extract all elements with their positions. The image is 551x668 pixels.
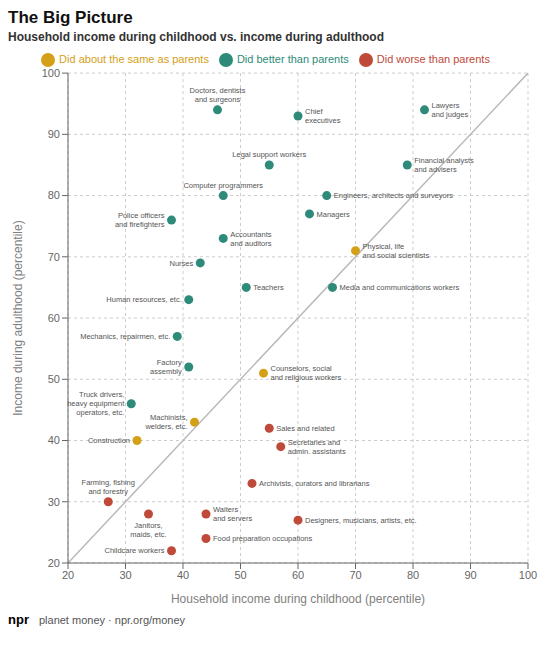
svg-text:60: 60 bbox=[292, 569, 304, 581]
svg-text:20: 20 bbox=[62, 569, 74, 581]
svg-text:70: 70 bbox=[48, 251, 60, 263]
svg-text:70: 70 bbox=[349, 569, 361, 581]
svg-text:100: 100 bbox=[519, 569, 537, 581]
svg-text:Truck drivers,heavy equipmento: Truck drivers,heavy equipmentoperators, … bbox=[67, 390, 125, 417]
svg-text:Sales and related: Sales and related bbox=[276, 424, 334, 433]
svg-text:Managers: Managers bbox=[317, 210, 351, 219]
svg-text:Human resources, etc.: Human resources, etc. bbox=[106, 295, 181, 304]
svg-text:Teachers: Teachers bbox=[253, 283, 284, 292]
svg-text:Income during adulthood (perce: Income during adulthood (percentile) bbox=[11, 220, 25, 415]
svg-text:90: 90 bbox=[464, 569, 476, 581]
html-text:Household income during childh: Household income during childhood vs. in… bbox=[8, 30, 384, 44]
html-text:The Big Picture: The Big Picture bbox=[8, 8, 133, 27]
svg-text:Engineers, architects and surv: Engineers, architects and surveyors bbox=[334, 191, 453, 200]
svg-text:30: 30 bbox=[48, 496, 60, 508]
html-text:npr: npr bbox=[8, 612, 29, 627]
svg-text:50: 50 bbox=[48, 373, 60, 385]
svg-text:Factoryassembly: Factoryassembly bbox=[150, 358, 182, 376]
svg-text:Nurses: Nurses bbox=[169, 259, 193, 268]
svg-text:Designers, musicians, artists,: Designers, musicians, artists, etc. bbox=[305, 516, 417, 525]
svg-text:30: 30 bbox=[119, 569, 131, 581]
svg-text:Accountantsand auditors: Accountantsand auditors bbox=[230, 230, 272, 248]
svg-text:Construction: Construction bbox=[88, 436, 130, 445]
svg-text:Chiefexecutives: Chiefexecutives bbox=[305, 107, 341, 125]
svg-text:Computer programmers: Computer programmers bbox=[183, 181, 263, 190]
svg-text:Financial analystsand advisers: Financial analystsand advisers bbox=[414, 156, 474, 174]
svg-text:Childcare workers: Childcare workers bbox=[104, 546, 164, 555]
svg-text:50: 50 bbox=[234, 569, 246, 581]
svg-text:Food preparation occupations: Food preparation occupations bbox=[213, 534, 312, 543]
svg-text:Waitersand servers: Waitersand servers bbox=[213, 505, 252, 523]
svg-text:Janitors,maids, etc.: Janitors,maids, etc. bbox=[130, 521, 166, 539]
svg-text:40: 40 bbox=[177, 569, 189, 581]
svg-text:Machinists,welders, etc.: Machinists,welders, etc. bbox=[144, 413, 187, 431]
svg-text:Archivists, curators and libra: Archivists, curators and librarians bbox=[259, 479, 370, 488]
svg-text:Physical, lifeand social scien: Physical, lifeand social scientists bbox=[363, 242, 430, 260]
html-text:Did better than parents: Did better than parents bbox=[236, 53, 349, 65]
html-text:planet money · npr.org/money: planet money · npr.org/money bbox=[39, 614, 186, 626]
svg-text:Farming, fishingand forestry: Farming, fishingand forestry bbox=[82, 478, 135, 496]
svg-text:80: 80 bbox=[407, 569, 419, 581]
svg-text:Media and communications worke: Media and communications workers bbox=[340, 283, 460, 292]
svg-text:Mechanics, repairmen, etc.: Mechanics, repairmen, etc. bbox=[80, 332, 170, 341]
svg-text:60: 60 bbox=[48, 312, 60, 324]
html-text:Did worse than parents: Did worse than parents bbox=[376, 53, 490, 65]
svg-text:Police officersand firefighter: Police officersand firefighters bbox=[115, 211, 165, 229]
svg-text:80: 80 bbox=[48, 189, 60, 201]
svg-text:Household income during childh: Household income during childhood (perce… bbox=[171, 592, 425, 606]
svg-text:Legal support workers: Legal support workers bbox=[232, 150, 306, 159]
svg-text:40: 40 bbox=[48, 434, 60, 446]
svg-text:100: 100 bbox=[42, 67, 60, 79]
svg-text:90: 90 bbox=[48, 128, 60, 140]
svg-text:Lawyersand judges: Lawyersand judges bbox=[432, 101, 469, 119]
svg-text:Doctors, dentistsand surgeons: Doctors, dentistsand surgeons bbox=[190, 86, 246, 104]
svg-text:Counselors, socialand religiou: Counselors, socialand religious workers bbox=[271, 364, 342, 382]
svg-text:Secretaries andadmin. assistan: Secretaries andadmin. assistants bbox=[288, 438, 346, 456]
html-text:Did about the same as parents: Did about the same as parents bbox=[59, 53, 209, 65]
svg-text:20: 20 bbox=[48, 557, 60, 569]
